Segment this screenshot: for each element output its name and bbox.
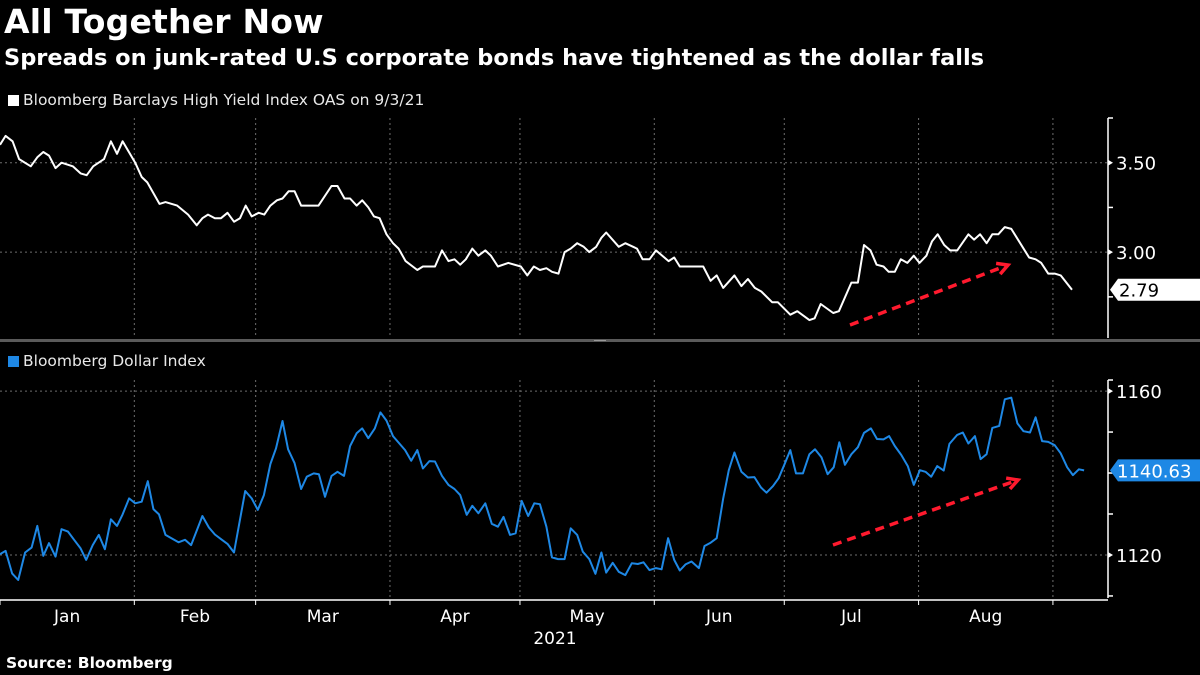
last-value-label: 1140.63 <box>1117 461 1191 482</box>
y-tick-label: 1160 <box>1116 382 1162 403</box>
arrow-head-icon <box>1005 476 1022 491</box>
year-label: 2021 <box>533 629 576 649</box>
last-value-tag <box>1110 459 1200 482</box>
hy-oas-line <box>0 134 1073 322</box>
source-note: Source: Bloomberg <box>6 654 173 672</box>
arrow-head-icon <box>995 261 1012 276</box>
month-label: Feb <box>180 607 210 627</box>
y-tick-label: 3.50 <box>1116 154 1156 175</box>
month-label: Jan <box>53 607 80 627</box>
legend-label: Bloomberg Dollar Index <box>23 352 206 370</box>
y-tick <box>1108 551 1113 558</box>
month-label: Aug <box>969 607 1002 627</box>
legend-hy-oas: Bloomberg Barclays High Yield Index OAS … <box>8 91 424 109</box>
legend-swatch-white <box>8 94 19 106</box>
hy-trend-arrow <box>849 263 1009 327</box>
y-tick <box>1108 159 1113 166</box>
divider-handle[interactable] <box>594 340 606 341</box>
y-tick-label: 3.00 <box>1116 243 1156 264</box>
dollar-index-line <box>0 396 1085 581</box>
y-tick-label: 1120 <box>1116 546 1162 567</box>
legend-dollar-index: Bloomberg Dollar Index <box>8 352 206 370</box>
month-label: Apr <box>440 607 469 627</box>
legend-label: Bloomberg Barclays High Yield Index OAS … <box>23 91 425 109</box>
month-label: Mar <box>307 607 339 627</box>
chart-subtitle: Spreads on junk-rated U.S corporate bond… <box>4 45 985 71</box>
month-label: Jul <box>840 607 862 627</box>
month-label: Jun <box>705 607 733 627</box>
y-tick <box>1108 388 1113 395</box>
legend-swatch-blue <box>8 355 19 367</box>
last-value-tag <box>1110 278 1200 301</box>
chart-title: All Together Now <box>4 2 324 41</box>
dollar-trend-arrow <box>832 478 1019 547</box>
month-label: May <box>570 607 605 627</box>
y-tick <box>1108 249 1113 256</box>
last-value-label: 2.79 <box>1119 281 1159 302</box>
